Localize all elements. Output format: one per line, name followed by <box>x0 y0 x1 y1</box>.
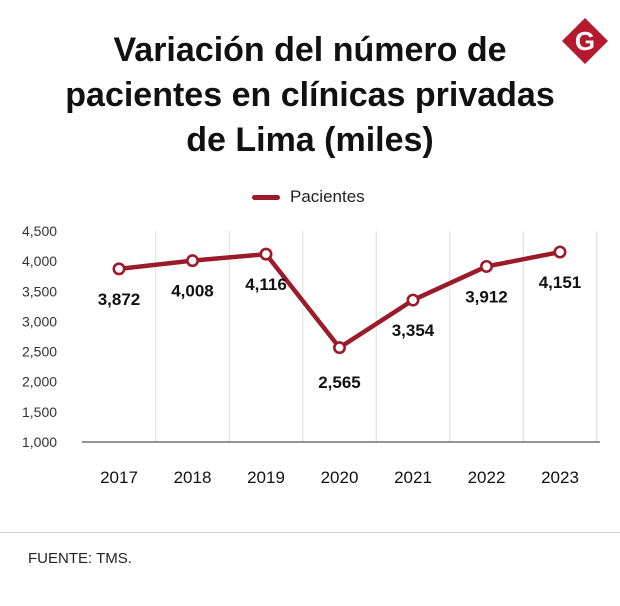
data-point <box>479 259 493 273</box>
data-label: 3,872 <box>98 290 141 309</box>
data-label: 4,008 <box>171 282 214 301</box>
y-tick-label: 3,500 <box>22 283 57 299</box>
axis-layer: 1,000 1,500 2,000 2,500 3,000 3,500 4,000 4,500… <box>22 223 600 487</box>
data-point <box>186 254 200 268</box>
data-point <box>553 245 567 259</box>
data-label: 3,354 <box>392 321 435 340</box>
x-tick-label: 2019 <box>247 468 285 487</box>
footer-divider <box>0 532 620 533</box>
chart-title: Variación del número de pacientes en clí… <box>40 28 580 163</box>
data-label: 3,912 <box>465 287 508 306</box>
logo-diamond <box>562 18 608 64</box>
data-label: 4,151 <box>539 273 582 292</box>
legend: Pacientes <box>252 186 365 208</box>
data-point <box>259 247 273 261</box>
x-tick-label: 2023 <box>541 468 579 487</box>
y-tick-label: 1,000 <box>22 434 57 450</box>
y-tick-label: 2,000 <box>22 374 57 390</box>
y-tick-label: 4,500 <box>22 223 57 239</box>
y-tick-label: 1,500 <box>22 404 57 420</box>
data-point <box>112 262 126 276</box>
y-tick-label: 4,000 <box>22 253 57 269</box>
label-layer: 3,872 4,008 4,116 2,565 3,354 3,912 4,151 <box>98 273 582 392</box>
x-tick-label: 2017 <box>100 468 138 487</box>
data-point <box>406 293 420 307</box>
legend-swatch <box>252 194 280 200</box>
x-tick-label: 2022 <box>468 468 506 487</box>
title-line-2: pacientes en clínicas privadas <box>65 76 555 114</box>
title-line-1: Variación del número de <box>113 31 507 69</box>
x-tick-label: 2021 <box>394 468 432 487</box>
line-layer <box>112 245 567 355</box>
y-tick-label: 2,500 <box>22 344 57 360</box>
x-tick-label: 2020 <box>321 468 359 487</box>
grid-layer <box>155 231 598 442</box>
data-point <box>332 341 346 355</box>
data-label: 4,116 <box>245 275 287 294</box>
line-chart: 1,000 1,500 2,000 2,500 3,000 3,500 4,000 4,500… <box>22 223 600 487</box>
y-tick-label: 3,000 <box>22 313 57 329</box>
source-note: FUENTE: TMS. <box>28 550 132 567</box>
gestion-logo-icon: G <box>562 18 608 64</box>
x-tick-label: 2018 <box>174 468 212 487</box>
title-line-3: de Lima (miles) <box>186 121 434 159</box>
data-label: 2,565 <box>318 373 361 392</box>
logo-letter: G <box>575 26 595 56</box>
legend-label: Pacientes <box>290 187 365 206</box>
